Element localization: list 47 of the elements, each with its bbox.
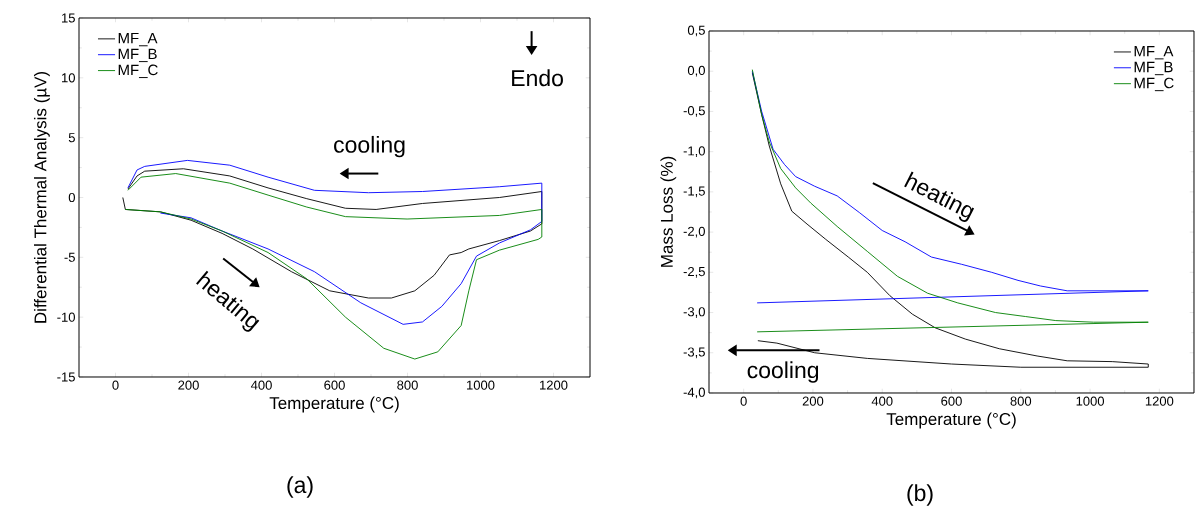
- y-tick-label: 5: [68, 133, 75, 143]
- x-tick-label: 800: [1010, 396, 1032, 406]
- legend-label: MF_C: [118, 64, 158, 79]
- y-tick-label: -15: [57, 372, 75, 382]
- x-tick-label: 0: [112, 380, 119, 390]
- x-axis-title: Temperature (°C): [269, 396, 399, 413]
- x-tick-label: 600: [324, 380, 345, 390]
- y-tick-label: -0,5: [683, 106, 705, 117]
- legend-label: MF_B: [118, 48, 157, 63]
- y-tick-label: -5: [64, 252, 75, 262]
- x-tick-label: 1200: [1145, 396, 1174, 406]
- x-tick-label: 1000: [1076, 396, 1105, 406]
- y-tick-label: 0: [68, 192, 75, 203]
- x-tick-label: 400: [871, 396, 893, 406]
- x-tick-label: 800: [397, 380, 418, 390]
- line-series: [124, 173, 543, 360]
- x-tick-label: 1000: [467, 380, 495, 390]
- x-tick-label: 1200: [540, 380, 568, 390]
- y-tick-label: -4,0: [683, 387, 705, 399]
- y-tick-label: -2,0: [683, 226, 705, 238]
- legend-label: MF_C: [1134, 77, 1174, 92]
- y-tick-label: -2,5: [683, 266, 705, 278]
- text: (a): [287, 476, 313, 498]
- y-tick-label: -10: [57, 312, 75, 322]
- y-tick-label: 10: [62, 73, 75, 83]
- annotation: Endo: [512, 69, 563, 87]
- legend-label: MF_B: [1134, 61, 1173, 76]
- x-axis-title: Temperature (°C): [886, 412, 1016, 429]
- legend-label: MF_A: [118, 32, 158, 47]
- x-tick-label: 200: [178, 380, 199, 390]
- y-tick-label: -3,5: [683, 347, 705, 359]
- annotation: cooling: [747, 361, 819, 383]
- x-tick-label: 200: [802, 396, 824, 406]
- x-tick-label: 0: [740, 396, 747, 406]
- text: (b): [907, 484, 933, 506]
- legend-label: MF_A: [1134, 46, 1174, 60]
- y-tick-label: 0,5: [687, 25, 705, 37]
- y-axis-title: Mass Loss (%): [660, 156, 677, 267]
- y-axis-title: Differential Thermal Analysis (µV): [33, 71, 50, 323]
- y-tick-label: 0,0: [687, 65, 705, 77]
- y-tick-label: 15: [62, 13, 75, 23]
- x-tick-label: 400: [250, 380, 272, 390]
- x-tick-label: 600: [941, 396, 962, 406]
- y-tick-label: -1,0: [683, 146, 705, 158]
- y-tick-label: -1,5: [683, 186, 705, 198]
- annotation: cooling: [334, 135, 405, 158]
- y-tick-label: -3,0: [683, 307, 705, 318]
